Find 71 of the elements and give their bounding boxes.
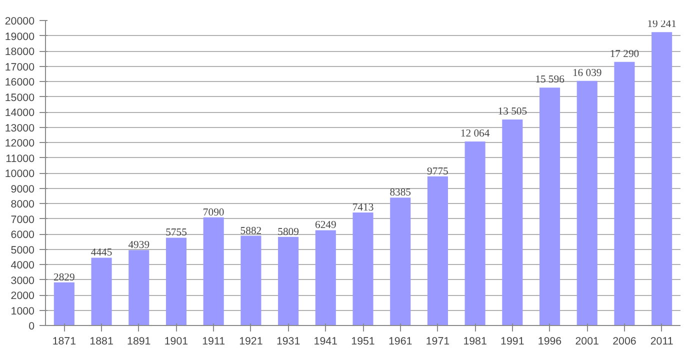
x-tick-label: 1941: [314, 336, 338, 348]
y-tick-label: 4000: [10, 260, 35, 272]
bar: [502, 120, 523, 326]
data-label: 2829: [54, 272, 75, 284]
y-tick-label: 7000: [10, 214, 35, 226]
y-tick-label: 14000: [4, 107, 35, 119]
data-label: 13 505: [498, 106, 528, 118]
y-tick-label: 20000: [4, 16, 35, 28]
x-tick-label: 2006: [612, 336, 636, 348]
data-label: 5882: [240, 226, 262, 237]
bar: [576, 80, 598, 326]
data-label: 5809: [278, 226, 299, 238]
bar: [390, 198, 411, 326]
data-label: 4939: [128, 240, 150, 252]
bar: [652, 32, 672, 326]
y-tick-label: 17000: [4, 61, 35, 74]
data-label: 4445: [90, 248, 112, 259]
y-tick-label: 0: [28, 320, 35, 332]
data-label: 8385: [390, 188, 412, 199]
x-tick-label: 2011: [650, 336, 674, 348]
bar: [240, 236, 262, 326]
y-tick-label: 11000: [6, 152, 35, 165]
y-tick-label: 13000: [4, 122, 35, 134]
data-label: 15 596: [535, 74, 566, 86]
bar: [54, 282, 74, 326]
y-tick-label: 12000: [4, 138, 35, 150]
bar: [614, 62, 635, 326]
y-tick-label: 10000: [4, 168, 35, 180]
y-tick-label: 16000: [4, 76, 35, 88]
y-tick-label: 15000: [4, 92, 35, 104]
x-tick-label: 1996: [538, 336, 562, 348]
data-label: 9775: [427, 166, 448, 178]
y-tick-label: 1000: [10, 305, 35, 318]
data-label: 16 039: [572, 68, 602, 79]
x-tick-label: 2001: [575, 336, 600, 348]
y-tick-label: 6000: [10, 229, 35, 241]
y-tick-label: 9000: [10, 183, 35, 196]
x-tick-label: 1981: [463, 336, 487, 348]
data-label: 6249: [314, 220, 336, 232]
x-tick-label: 1991: [500, 336, 524, 348]
x-tick-label: 1961: [388, 336, 412, 348]
bar: [464, 142, 486, 326]
x-tick-label: 1951: [351, 336, 375, 348]
x-tick-label: 1891: [127, 336, 151, 348]
bar: [539, 88, 560, 326]
data-label: 17 290: [610, 48, 640, 60]
x-tick-label: 1881: [90, 336, 114, 348]
data-label: 12 064: [460, 128, 490, 140]
data-label: 5755: [166, 228, 187, 239]
x-tick-label: 1901: [164, 336, 188, 348]
data-label: 7090: [202, 207, 224, 218]
x-tick-label: 1921: [239, 336, 263, 348]
bar: [203, 217, 224, 326]
bar: [427, 176, 448, 326]
y-tick-label: 5000: [10, 244, 35, 256]
bar: [315, 230, 336, 326]
data-label: 7413: [352, 202, 374, 214]
y-tick-label: 3000: [10, 274, 35, 287]
bar: [278, 236, 299, 326]
bar: [128, 250, 150, 326]
y-tick-label: 19000: [4, 30, 35, 43]
bar: [166, 238, 187, 326]
x-tick-label: 1971: [426, 336, 450, 348]
x-tick-label: 1871: [52, 336, 76, 348]
x-tick-label: 1931: [276, 336, 300, 348]
bar: [91, 258, 112, 326]
y-tick-label: 18000: [4, 46, 35, 58]
y-tick-label: 8000: [10, 198, 35, 210]
x-tick-label: 1911: [202, 336, 226, 348]
bar: [352, 212, 374, 326]
y-tick-label: 2000: [10, 290, 35, 302]
